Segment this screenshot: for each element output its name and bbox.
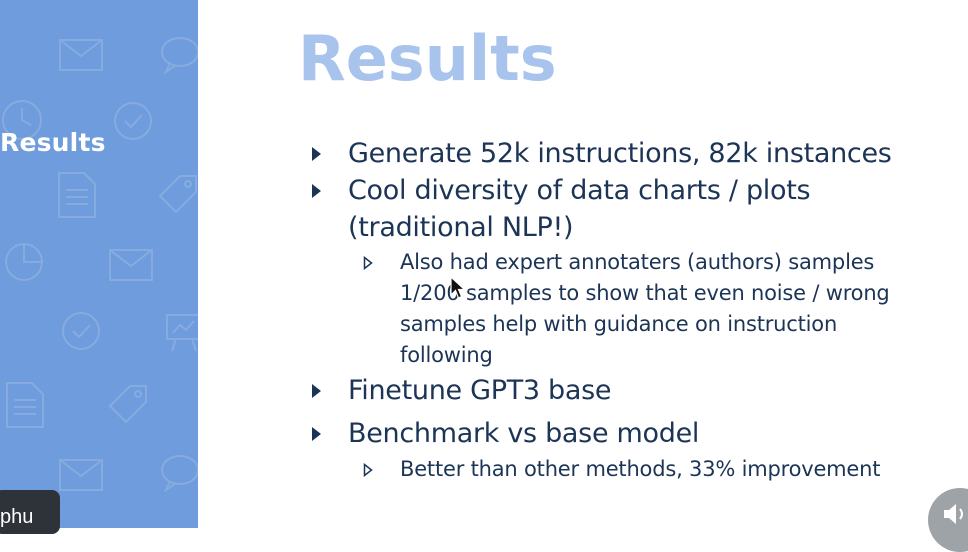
- presentation-board-icon: [166, 314, 198, 352]
- sub-bullet-line: following: [400, 343, 493, 367]
- presenter-name: phu: [0, 506, 34, 528]
- bullet-line: Benchmark vs base model: [348, 418, 700, 449]
- check-circle-icon: [62, 312, 100, 350]
- chat-bubble-icon: [161, 455, 198, 492]
- sub-bullet-line: 1/200 samples to show that even noise / …: [400, 281, 890, 305]
- bullet-item: Cool diversity of data charts / plots (t…: [348, 172, 811, 246]
- sub-bullet-line: Better than other methods, 33% improveme…: [400, 457, 881, 481]
- check-circle-icon: [114, 102, 152, 140]
- envelope-icon: [59, 459, 103, 491]
- sub-bullet-arrow-icon: [363, 256, 373, 270]
- bullet-line: Finetune GPT3 base: [348, 375, 612, 406]
- sub-bullet-item: Also had expert annotaters (authors) sam…: [400, 247, 890, 371]
- bullet-line: Generate 52k instructions, 82k instances: [348, 138, 892, 169]
- document-icon: [6, 382, 44, 428]
- bullet-item: Generate 52k instructions, 82k instances: [348, 135, 892, 172]
- document-icon: [58, 172, 96, 218]
- mouse-cursor-icon: [450, 276, 466, 299]
- bullet-arrow-icon: [312, 427, 321, 441]
- bullet-arrow-icon: [312, 184, 321, 198]
- tag-icon: [108, 385, 147, 424]
- pie-chart-icon: [5, 243, 43, 281]
- sub-bullet-item: Better than other methods, 33% improveme…: [400, 454, 880, 485]
- envelope-icon: [59, 39, 103, 71]
- envelope-icon: [109, 249, 153, 281]
- speaker-icon: [944, 504, 963, 524]
- bullet-item: Finetune GPT3 base: [348, 372, 612, 409]
- sidebar-panel: Results: [0, 0, 198, 528]
- bullet-line: (traditional NLP!): [348, 212, 574, 243]
- bullet-arrow-icon: [312, 147, 321, 161]
- sub-bullet-line: samples help with guidance on instructio…: [400, 312, 838, 336]
- volume-button[interactable]: [928, 488, 968, 552]
- chat-bubble-icon: [161, 37, 198, 74]
- bullet-arrow-icon: [312, 384, 321, 398]
- bullet-line: Cool diversity of data charts / plots: [348, 175, 811, 206]
- clock-icon: [2, 100, 42, 140]
- bullet-item: Benchmark vs base model: [348, 415, 699, 452]
- sub-bullet-arrow-icon: [363, 463, 373, 477]
- presenter-name-tag: phu: [0, 490, 60, 534]
- tag-icon: [158, 175, 197, 214]
- sub-bullet-line: Also had expert annotaters (authors) sam…: [400, 250, 875, 274]
- slide-title: Results: [298, 22, 557, 95]
- sidebar-section-title: Results: [0, 128, 106, 157]
